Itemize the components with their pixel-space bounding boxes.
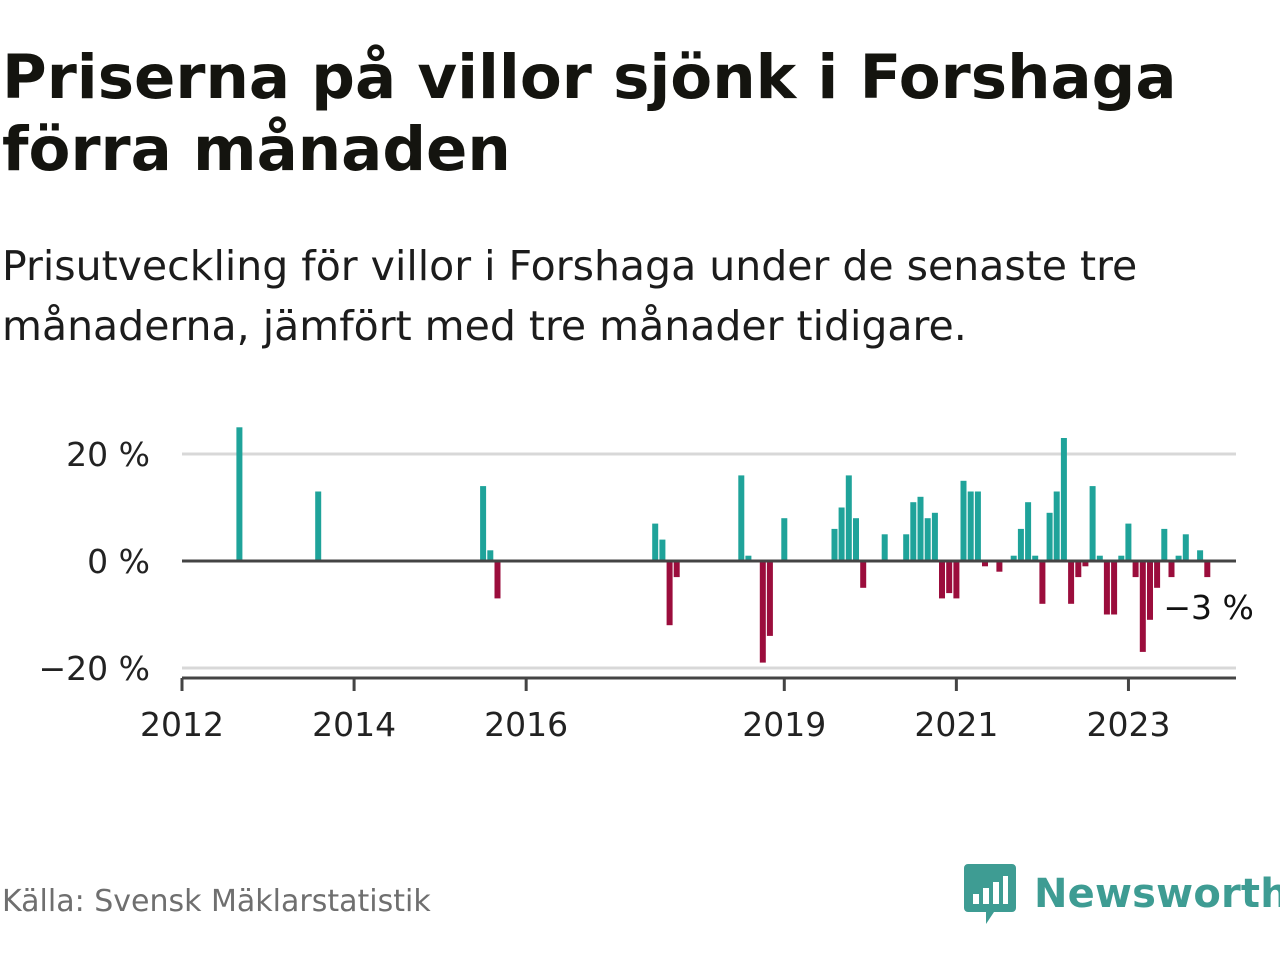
bar [953, 561, 960, 599]
x-tick-label: 2021 [914, 705, 998, 744]
bar [838, 507, 845, 561]
axes [180, 559, 1236, 691]
x-tick-label: 2016 [484, 705, 568, 744]
bar [1204, 561, 1211, 578]
bar [1132, 561, 1139, 578]
bar [1111, 561, 1118, 615]
tick-labels: 20 % 0 % −20 % 2012 2014 2016 2019 2021 2023 −3 % [39, 435, 1254, 744]
bar [1053, 491, 1060, 561]
x-tick-label: 2019 [742, 705, 826, 744]
bar [1060, 438, 1067, 561]
bar [1089, 486, 1096, 561]
bar [974, 491, 981, 561]
bar [1147, 561, 1153, 620]
bar-chart: 20 % 0 % −20 % 2012 2014 2016 2019 2021 2023 −3 % [39, 427, 1254, 744]
brand-name: Newsworthy [1034, 871, 1280, 917]
bar [487, 550, 494, 561]
bar [881, 534, 888, 562]
bar [673, 561, 680, 578]
bar [853, 518, 859, 561]
bar [666, 561, 673, 626]
bar [1118, 555, 1125, 561]
bar [1103, 561, 1110, 615]
brand-logo[interactable]: Newsworthy [964, 864, 1280, 924]
bar [315, 491, 322, 561]
bar [1096, 555, 1103, 561]
bar [1010, 555, 1017, 561]
bar [236, 427, 243, 562]
bar [1197, 550, 1204, 561]
bar [1068, 561, 1075, 604]
bar [1082, 561, 1089, 567]
chart-title: Priserna på villor sjönk i Forshaga förr… [2, 42, 1177, 185]
bar [831, 528, 838, 561]
end-value-label: −3 % [1163, 588, 1254, 627]
bar [903, 534, 910, 562]
bar [982, 561, 988, 567]
bar [924, 518, 931, 561]
bar [766, 561, 773, 636]
bar [738, 475, 745, 561]
y-tick-label: 20 % [66, 435, 150, 474]
x-tick-label: 2012 [140, 705, 224, 744]
x-tick-label: 2023 [1086, 705, 1170, 744]
bar [939, 561, 945, 599]
bar [1175, 555, 1182, 561]
bar [659, 539, 666, 561]
bar [1039, 561, 1046, 604]
bar [1139, 561, 1146, 652]
grid-lines [182, 452, 1236, 670]
bar [1017, 528, 1024, 561]
bar [845, 475, 852, 561]
bar [1154, 561, 1161, 588]
bar [781, 518, 788, 561]
newsworthy-logo-icon [964, 864, 1016, 924]
bar [494, 561, 501, 599]
bar [1182, 534, 1189, 562]
bar [910, 502, 917, 561]
bar [1075, 561, 1082, 578]
bar [480, 486, 487, 561]
bars [236, 427, 1211, 663]
bar [745, 555, 752, 561]
bar [931, 512, 938, 561]
bar [1032, 555, 1039, 561]
bar [960, 480, 967, 562]
bar [917, 496, 924, 561]
bar [1046, 512, 1053, 561]
bar [996, 561, 1003, 572]
bar [1125, 523, 1132, 561]
source-note: Källa: Svensk Mäklarstatistik [2, 884, 431, 919]
y-tick-label: −20 % [39, 649, 151, 688]
bar [946, 561, 953, 594]
bar [759, 561, 766, 663]
bar [652, 523, 659, 561]
y-tick-label: 0 % [87, 542, 150, 581]
bar [1168, 561, 1175, 578]
bar [1025, 502, 1032, 561]
bar [1161, 528, 1168, 561]
x-tick-label: 2014 [312, 705, 396, 744]
bar [860, 561, 867, 588]
chart-subtitle: Prisutveckling för villor i Forshaga und… [2, 242, 1138, 350]
bar [967, 491, 974, 561]
